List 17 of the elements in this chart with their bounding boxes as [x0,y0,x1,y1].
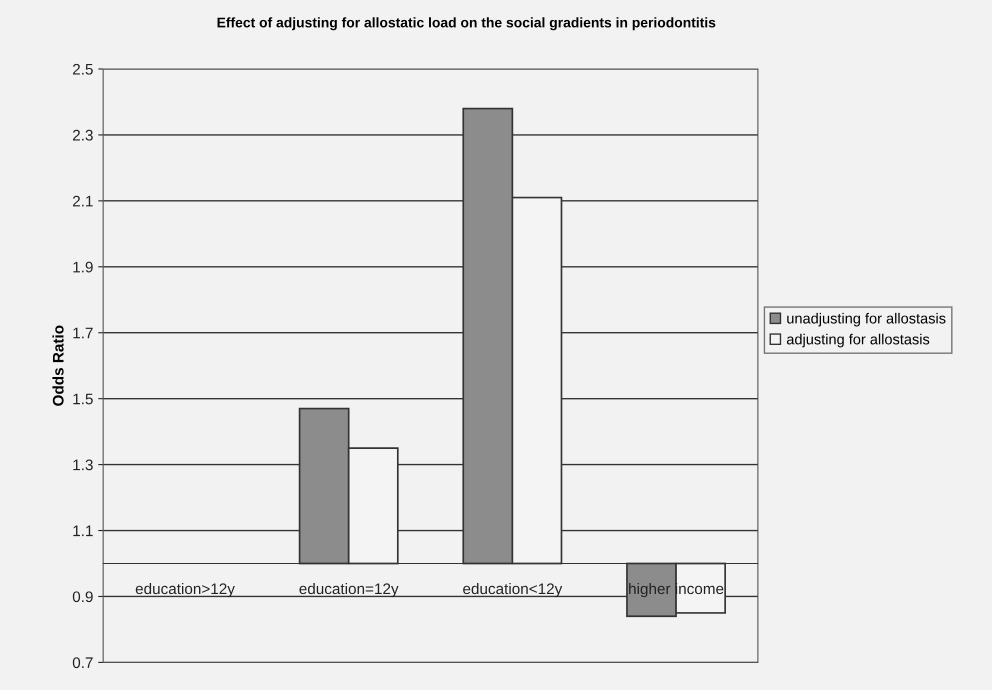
y-tick-label: 1.7 [73,328,93,338]
y-tick-label: 1.5 [73,394,93,404]
legend-label: unadjusting for allostasis [787,312,946,326]
x-tick-label: education>12y [136,582,235,598]
y-tick-label: 2.1 [72,196,93,206]
y-tick-label: 2.3 [72,130,93,141]
y-tick-label: 1.1 [73,526,93,536]
y-tick-label: 2.5 [72,64,93,75]
y-tick-label: 0.9 [72,591,93,602]
chart-title: Effect of adjusting for allostatic load on the social gradients in periodontitis [218,17,716,30]
legend-label: adjusting for allostasis [786,334,930,348]
y-tick-label: 1.3 [73,459,93,470]
y-axis-title: Odds Ratio [52,326,64,406]
x-tick-label: education=12y [299,582,399,598]
y-tick-label: 0.7 [72,657,93,668]
x-tick-label: education<12y [463,582,562,598]
y-tick-label: 1.9 [73,262,93,272]
